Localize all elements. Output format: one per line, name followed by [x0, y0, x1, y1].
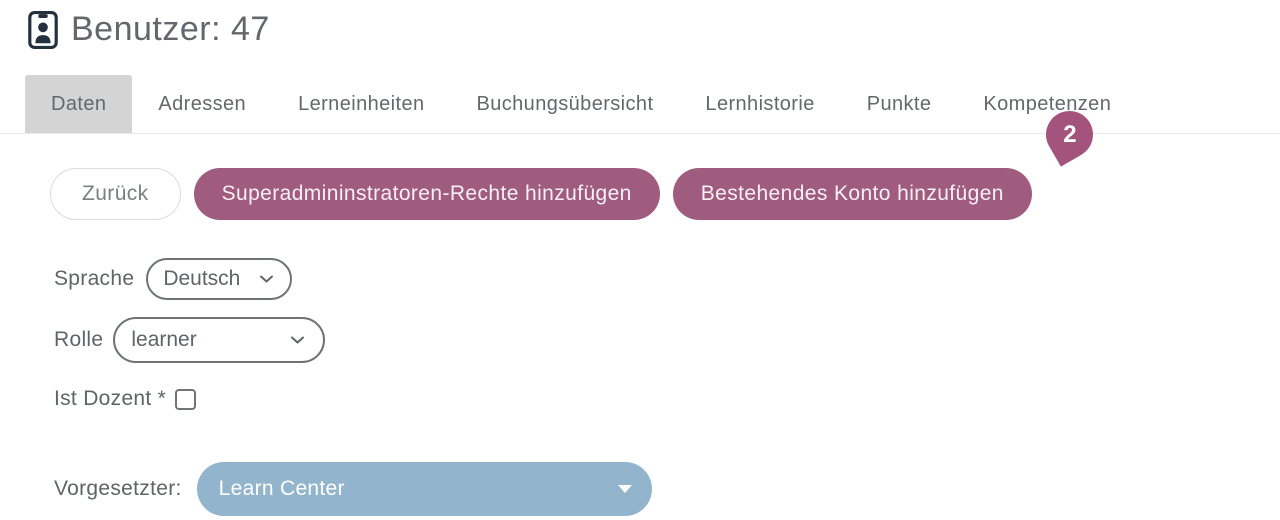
chevron-down-icon — [259, 274, 274, 284]
add-superadmin-rights-button[interactable]: Superadmininstratoren-Rechte hinzufügen — [193, 168, 660, 220]
tab-lerneinheiten[interactable]: Lerneinheiten — [298, 92, 425, 115]
step-2-marker-label: 2 — [1062, 120, 1077, 148]
tab-punkte[interactable]: Punkte — [866, 92, 932, 115]
supervisor-row: Vorgesetzter: Learn Center — [54, 462, 652, 516]
add-existing-account-button[interactable]: Bestehendes Konto hinzufügen — [672, 168, 1032, 220]
action-button-row: Zurück Superadmininstratoren-Rechte hinz… — [50, 168, 1032, 220]
chevron-down-icon — [290, 335, 305, 345]
tab-kompetenzen[interactable]: Kompetenzen — [983, 92, 1112, 115]
tab-buchungsuebersicht[interactable]: Buchungsübersicht — [476, 92, 654, 115]
supervisor-select-value: Learn Center — [218, 477, 345, 500]
tab-adressen[interactable]: Adressen — [158, 92, 247, 115]
role-select-value: learner — [131, 328, 197, 351]
caret-down-icon — [617, 485, 632, 493]
language-label: Sprache — [54, 267, 135, 290]
supervisor-select[interactable]: Learn Center — [196, 462, 652, 516]
role-select[interactable]: learner — [113, 317, 326, 363]
role-row: Rolle learner — [54, 317, 326, 363]
language-row: Sprache Deutsch — [54, 258, 293, 300]
page-header: Benutzer: 47 — [28, 10, 270, 49]
language-select[interactable]: Deutsch — [146, 258, 293, 300]
page-title: Benutzer: 47 — [71, 10, 270, 48]
tab-lernhistorie[interactable]: Lernhistorie — [705, 92, 815, 115]
is-lecturer-row: Ist Dozent * — [54, 386, 197, 412]
tab-daten[interactable]: Daten — [25, 75, 133, 133]
role-label: Rolle — [54, 328, 104, 351]
language-select-value: Deutsch — [163, 267, 241, 290]
is-lecturer-checkbox[interactable] — [175, 388, 197, 410]
user-card-icon — [28, 10, 58, 49]
back-button[interactable]: Zurück — [50, 168, 181, 220]
tab-bar: Daten Adressen Lerneinheiten Buchungsübe… — [0, 75, 1280, 134]
is-lecturer-label: Ist Dozent * — [54, 387, 167, 410]
supervisor-label: Vorgesetzter: — [54, 477, 182, 500]
